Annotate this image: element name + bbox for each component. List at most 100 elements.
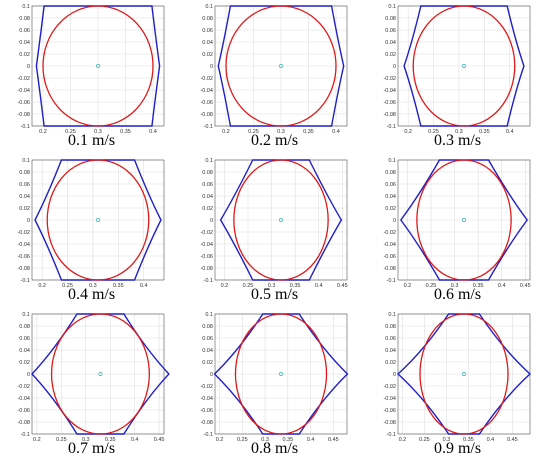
y-tick-label: 0.08	[202, 170, 213, 176]
x-tick-label: 0.4	[131, 437, 139, 443]
subplot-caption: 0.2 m/s	[250, 132, 299, 149]
subplot-6: 0.2 0.25 0.3 0.35 0.4 0.45 -0.1 -0.08 -0.06 -0.04…	[366, 154, 549, 308]
subplot-caption: 0.9 m/s	[433, 440, 482, 457]
x-tick-label: 0.4	[332, 129, 340, 135]
y-tick-label: 0.1	[388, 4, 396, 10]
circle-series	[234, 313, 328, 435]
y-tick-label: 0	[210, 218, 213, 224]
y-tick-label: 0.1	[22, 158, 30, 164]
y-tick-label: -0.04	[17, 242, 30, 248]
y-tick-label: -0.1	[21, 278, 30, 284]
x-tick-label: 0.25	[428, 129, 439, 135]
y-tick-label: 0.06	[385, 336, 396, 342]
x-tick-label: 0.2	[404, 129, 412, 135]
y-tick-label: 0.08	[19, 324, 30, 330]
x-tick-label: 0.3	[451, 283, 459, 289]
x-tick-label: 0.2	[39, 129, 47, 135]
y-tick-label: 0.06	[19, 28, 30, 34]
y-tick-label: 0	[210, 64, 213, 70]
y-tick-label: 0.08	[19, 16, 30, 22]
center-marker	[96, 64, 100, 68]
x-tick-label: 0.25	[65, 129, 76, 135]
y-tick-label: 0.06	[202, 336, 213, 342]
y-tick-label: -0.04	[17, 396, 30, 402]
x-tick-label: 0.45	[520, 283, 531, 289]
y-tick-label: 0.04	[202, 194, 213, 200]
y-tick-label: -0.02	[200, 230, 213, 236]
y-tick-label: 0.04	[385, 348, 396, 354]
circle-series	[419, 313, 509, 435]
y-tick-label: 0.1	[205, 4, 213, 10]
center-marker	[279, 372, 283, 376]
subplot-caption: 0.6 m/s	[433, 286, 482, 303]
y-tick-label: -0.1	[204, 278, 213, 284]
y-tick-label: -0.08	[383, 420, 396, 426]
x-tick-label: 0.4	[307, 437, 315, 443]
y-tick-label: -0.06	[200, 408, 213, 414]
y-tick-label: -0.04	[200, 88, 213, 94]
y-tick-label: 0.04	[385, 40, 396, 46]
x-tick-label: 0.3	[82, 437, 90, 443]
subplot-5: 0.2 0.25 0.3 0.35 0.4 0.45 -0.1 -0.08 -0.06 -0.04…	[183, 154, 366, 308]
x-tick-label: 0.3	[89, 283, 97, 289]
y-tick-label: 0.06	[202, 28, 213, 34]
x-tick-label: 0.3	[261, 437, 269, 443]
y-tick-label: 0	[27, 218, 30, 224]
y-tick-label: -0.02	[17, 384, 30, 390]
y-tick-label: -0.1	[204, 432, 213, 438]
y-tick-label: -0.04	[383, 88, 396, 94]
y-tick-label: -0.04	[383, 242, 396, 248]
subplot-svg: 0.2 0.25 0.3 0.35 0.4 0.45 -0.1 -0.08 -0.06 -0.04…	[383, 158, 530, 289]
y-tick-label: -0.02	[200, 384, 213, 390]
y-tick-label: 0.04	[202, 348, 213, 354]
x-tick-label: 0.45	[337, 283, 348, 289]
circle-series	[412, 5, 516, 127]
y-tick-label: 0	[27, 372, 30, 378]
envelope-series	[34, 159, 162, 281]
y-tick-label: 0.06	[19, 182, 30, 188]
y-tick-label: -0.06	[17, 254, 30, 260]
x-tick-label: 0.2	[221, 283, 229, 289]
y-tick-label: -0.02	[17, 76, 30, 82]
y-tick-label: -0.1	[204, 124, 213, 130]
y-tick-label: -0.04	[383, 396, 396, 402]
y-tick-label: -0.1	[21, 432, 30, 438]
center-marker	[462, 218, 466, 222]
x-tick-label: 0.35	[282, 437, 293, 443]
center-marker	[279, 218, 283, 222]
subplot-svg: 0.2 0.25 0.3 0.35 0.4 0.45 -0.1 -0.08 -0.06 -0.04…	[200, 158, 347, 289]
subplot-caption: 0.4 m/s	[67, 286, 116, 303]
x-tick-label: 0.45	[507, 437, 518, 443]
x-tick-label: 0.25	[248, 129, 259, 135]
y-tick-label: -0.08	[383, 266, 396, 272]
x-tick-label: 0.25	[419, 437, 430, 443]
envelope-series	[35, 5, 161, 127]
y-tick-label: -0.02	[17, 230, 30, 236]
y-tick-label: 0.04	[19, 194, 30, 200]
y-tick-label: -0.02	[383, 76, 396, 82]
y-tick-label: -0.02	[383, 384, 396, 390]
x-tick-label: 0.2	[216, 437, 224, 443]
y-tick-label: -0.06	[17, 100, 30, 106]
x-tick-label: 0.4	[315, 283, 323, 289]
envelope-series	[396, 313, 532, 435]
y-tick-label: 0.1	[22, 312, 30, 318]
y-tick-label: 0	[393, 218, 396, 224]
x-tick-label: 0.2	[399, 437, 407, 443]
y-tick-label: 0.08	[385, 16, 396, 22]
center-marker	[462, 64, 466, 68]
y-tick-label: 0.02	[19, 360, 30, 366]
subplot-8: 0.2 0.25 0.3 0.35 0.4 0.45 -0.1 -0.08 -0.06 -0.04…	[183, 308, 366, 462]
y-tick-label: 0	[27, 64, 30, 70]
circle-series	[416, 159, 512, 281]
subplot-svg: 0.2 0.25 0.3 0.35 0.4 0.45 -0.1 -0.08 -0.06 -0.04…	[383, 312, 532, 443]
y-tick-label: -0.04	[200, 242, 213, 248]
center-marker	[462, 372, 466, 376]
y-tick-label: -0.08	[17, 266, 30, 272]
circle-series	[42, 5, 154, 127]
x-tick-label: 0.3	[277, 129, 285, 135]
x-tick-label: 0.4	[140, 283, 148, 289]
y-tick-label: 0	[210, 372, 213, 378]
x-tick-label: 0.3	[443, 437, 451, 443]
subplot-svg: 0.2 0.25 0.3 0.35 0.4 0.45 -0.1 -0.08 -0.06 -0.04…	[17, 312, 170, 443]
